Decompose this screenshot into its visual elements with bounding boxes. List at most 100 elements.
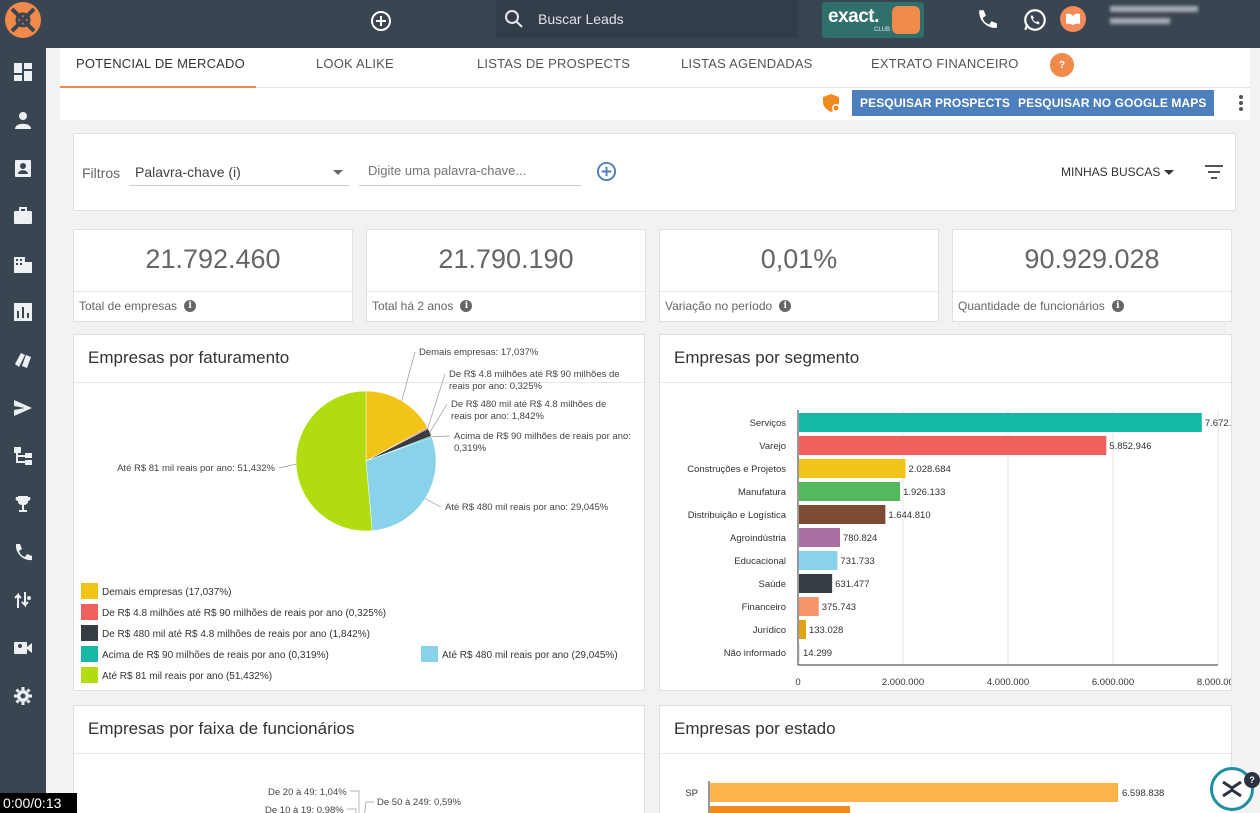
tab-listas-de-prospects[interactable]: LISTAS DE PROSPECTS [477,56,631,71]
bar[interactable] [799,413,1202,432]
search-google-maps-button[interactable]: PESQUISAR NO GOOGLE MAPS [1010,90,1215,116]
pie-slice[interactable] [365,437,437,531]
main-content: POTENCIAL DE MERCADO LOOK ALIKE LISTAS D… [46,48,1260,813]
phone-icon[interactable] [11,540,35,564]
x-tick-label: 2.000.000 [882,677,924,688]
legend-label[interactable]: Até R$ 81 mil reais por ano (51,432%) [102,671,272,682]
add-circle-icon[interactable] [369,9,393,33]
pie-label-leader [424,498,442,508]
search-prospects-button[interactable]: PESQUISAR PROSPECTS [852,90,1018,116]
bar-value-label: 14.299 [803,648,832,659]
pie-label-leader [401,351,416,401]
pie-label-leader [278,463,297,469]
legend-label[interactable]: Até R$ 480 mil reais por ano (29,045%) [442,650,618,661]
kpi-total-empresas: 21.792.460 Total de empresas i [73,229,353,322]
filter-lines-icon[interactable] [1204,164,1224,180]
cards-icon[interactable] [11,348,35,372]
info-icon[interactable]: i [184,300,197,312]
transfer-icon[interactable] [11,588,35,612]
category-label: Financeiro [742,602,786,613]
person-icon[interactable] [11,108,35,132]
tab-potencial-de-mercado[interactable]: POTENCIAL DE MERCADO [76,56,245,71]
bar[interactable] [799,459,906,478]
pie-label-leader [429,403,448,433]
legend-label[interactable]: De R$ 480 mil até R$ 4.8 milhões de reai… [102,629,370,640]
info-icon[interactable]: i [779,300,792,312]
tab-listas-agendadas[interactable]: LISTAS AGENDADAS [681,56,813,71]
category-label: Saúde [759,579,786,590]
search-box[interactable]: Buscar Leads [496,0,798,38]
chart-title: Empresas por faixa de funcionários [88,719,355,738]
briefcase-icon[interactable] [11,204,35,228]
bar[interactable] [799,620,806,639]
video-call-icon[interactable] [11,636,35,660]
book-icon[interactable] [1060,6,1086,32]
trophy-icon[interactable] [11,492,35,516]
logo-badge-icon [892,6,920,34]
user-profile[interactable] [1110,6,1202,34]
pie-slice[interactable] [295,390,373,532]
bar[interactable] [710,783,1118,802]
bar[interactable] [799,482,901,501]
legend-label[interactable]: Acima de R$ 90 milhões de reais por ano … [102,650,329,661]
bar-chart-icon[interactable] [11,300,35,324]
contact-card-icon[interactable] [11,156,35,180]
kpi-divider [953,291,1231,292]
building-icon[interactable] [11,252,35,276]
bar[interactable] [710,806,850,813]
kpi-value: 21.792.460 [145,244,281,274]
bar[interactable] [799,505,886,524]
shield-lock-icon[interactable] [822,93,842,113]
scrollbar[interactable] [1250,48,1260,548]
kpi-divider [367,291,645,292]
saved-searches-dropdown[interactable]: MINHAS BUSCAS [1061,165,1161,179]
kpi-variacao: 0,01% Variação no período i [659,229,939,322]
chat-help-badge[interactable]: ? [1244,772,1260,788]
pie-label-leader [431,435,451,438]
bar[interactable] [799,528,840,547]
legend-label[interactable]: Demais empresas (17,037%) [102,587,232,598]
kpi-label: Total há 2 anos [372,299,454,313]
bar[interactable] [799,643,800,662]
pie-slice-label: De R$ 4.8 milhões até R$ 90 milhões de [449,369,620,380]
info-icon[interactable]: i [1111,300,1124,312]
chat-logo-icon [1222,780,1242,798]
keyword-input[interactable] [359,156,581,186]
chart-title: Empresas por segmento [674,348,860,367]
bar[interactable] [799,436,1107,455]
pie-chart-faturamento: Demais empresas: 17,037% De R$ 4.8 milhõe… [81,347,631,683]
x-tick-label: 4.000.000 [987,677,1029,688]
filter-type-select[interactable]: Palavra-chave (i) [129,156,349,186]
settings-gear-icon[interactable] [11,684,35,708]
chart-card-segmento: Empresas por segmento 0 2.000.000 4.000.00… [659,334,1232,691]
dashboard-icon[interactable] [11,60,35,84]
chart-divider [74,382,644,383]
bar-value-label: 1.644.810 [888,510,930,521]
search-input[interactable]: Buscar Leads [538,11,624,27]
add-filter-icon[interactable] [596,161,617,182]
info-icon[interactable]: i [460,300,473,312]
caret-down-icon[interactable] [1164,170,1174,175]
bar[interactable] [799,597,819,616]
bar-value-label: 1.926.133 [903,487,945,498]
legend-swatch [81,604,98,620]
tab-look-alike[interactable]: LOOK ALIKE [316,56,394,71]
chart-divider [74,753,644,754]
hierarchy-icon[interactable] [11,444,35,468]
bar[interactable] [799,551,838,570]
filter-panel: Filtros Palavra-chave (i) MINHAS BUSCAS [73,133,1236,211]
exact-club-logo[interactable]: exact. CLUB [822,2,924,38]
whatsapp-icon[interactable] [1022,7,1048,33]
category-label: Agroindústria [730,533,787,544]
pie-slice[interactable] [365,390,428,462]
send-icon[interactable] [11,396,35,420]
more-options-icon[interactable] [1238,94,1244,112]
tab-extrato-financeiro[interactable]: EXTRATO FINANCEIRO [871,56,1019,71]
help-badge[interactable]: ? [1050,53,1074,77]
phone-icon[interactable] [976,8,998,30]
kpi-total-2-anos: 21.790.190 Total há 2 anos i [366,229,646,322]
bar[interactable] [799,574,833,593]
legend-swatch [81,625,98,641]
app-logo-icon[interactable] [3,1,43,39]
legend-label[interactable]: De R$ 4.8 milhões até R$ 90 milhões de r… [102,608,386,619]
